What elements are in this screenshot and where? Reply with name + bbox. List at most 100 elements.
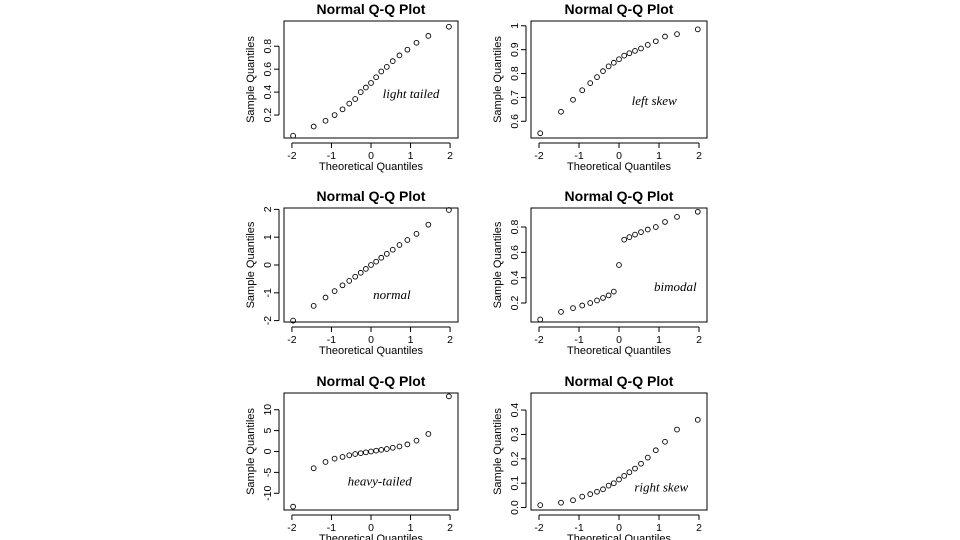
- data-point: [694, 26, 701, 33]
- data-point: [310, 465, 317, 472]
- data-point: [310, 303, 317, 309]
- data-point: [373, 258, 379, 265]
- data-point: [396, 52, 403, 59]
- data-point: [652, 447, 659, 454]
- data-point: [616, 262, 622, 268]
- y-tick-label: 2: [262, 206, 274, 212]
- x-tick-label: 1: [656, 150, 662, 162]
- data-point: [587, 300, 594, 306]
- plot-frame: [283, 207, 459, 323]
- data-point: [644, 454, 651, 461]
- y-tick-label: 0.4: [509, 403, 521, 418]
- data-point: [290, 132, 296, 139]
- y-tick-label: -10: [262, 486, 274, 501]
- data-point: [662, 219, 668, 225]
- distribution-annotation: bimodal: [654, 279, 697, 294]
- data-point: [570, 305, 576, 311]
- data-point: [425, 221, 432, 228]
- y-tick-label: 0: [262, 262, 274, 268]
- data-point: [404, 46, 411, 53]
- qq-panel-2: Normal Q-Q Plot -2 -1 0 1 2 Theoretical Quanti…: [492, 1, 708, 173]
- data-point: [331, 288, 338, 294]
- data-point: [621, 236, 628, 243]
- x-tick-label: 0: [368, 334, 374, 346]
- y-axis-title: Sample Quantiles: [492, 221, 504, 308]
- y-tick-label: 5: [262, 428, 274, 434]
- x-tick-label: 2: [696, 334, 702, 346]
- data-point: [322, 117, 329, 124]
- y-tick-label: 1: [509, 23, 521, 29]
- data-point: [446, 393, 452, 400]
- data-point: [389, 58, 396, 64]
- data-point: [331, 112, 338, 118]
- x-axis-title: Theoretical Quantiles: [567, 345, 671, 357]
- y-tick-label: -1: [262, 288, 274, 297]
- data-point: [310, 123, 317, 130]
- data-point: [357, 450, 364, 457]
- chart-title: Normal Q-Q Plot: [565, 188, 674, 204]
- data-point: [537, 502, 544, 508]
- y-tick-label: -5: [262, 468, 274, 477]
- data-point: [396, 443, 403, 450]
- x-tick-label: 2: [696, 522, 702, 534]
- data-point: [413, 437, 420, 444]
- data-point: [322, 459, 329, 465]
- data-point: [413, 39, 420, 46]
- y-tick-label: 0.1: [509, 476, 521, 491]
- x-tick-label: -2: [534, 334, 543, 346]
- data-point: [446, 23, 452, 30]
- data-point: [368, 262, 374, 268]
- data-point: [605, 63, 612, 70]
- data-point: [600, 295, 606, 301]
- data-point: [626, 234, 633, 240]
- data-point: [373, 447, 379, 454]
- plot-frame: [530, 20, 708, 139]
- data-point: [368, 448, 374, 455]
- data-point: [425, 33, 432, 39]
- data-point: [652, 38, 659, 45]
- data-point: [425, 431, 432, 437]
- x-tick-label: -2: [287, 334, 296, 346]
- y-tick-label: 0.8: [509, 66, 521, 81]
- y-tick-label: 0.4: [509, 270, 521, 285]
- data-point: [352, 273, 359, 280]
- data-point: [404, 237, 411, 243]
- data-point: [638, 229, 644, 235]
- data-point: [537, 316, 544, 323]
- data-point: [610, 59, 617, 66]
- data-point: [674, 214, 680, 220]
- chart-title: Normal Q-Q Plot: [317, 1, 426, 17]
- data-point: [632, 465, 638, 472]
- y-tick-label: 0.6: [262, 62, 274, 77]
- data-point: [638, 460, 644, 467]
- chart-title: Normal Q-Q Plot: [317, 373, 426, 389]
- data-point: [322, 294, 329, 301]
- data-point: [378, 446, 385, 453]
- data-point: [339, 106, 346, 113]
- x-tick-label: -1: [574, 522, 583, 534]
- distribution-annotation: heavy-tailed: [348, 473, 413, 488]
- data-point: [600, 68, 606, 74]
- y-tick-label: 0.6: [509, 245, 521, 260]
- plot-frame: [283, 20, 459, 139]
- x-tick-label: -2: [287, 522, 296, 534]
- data-point: [378, 68, 385, 75]
- x-tick-label: 2: [447, 334, 453, 346]
- data-point: [346, 277, 353, 284]
- data-point: [644, 42, 651, 48]
- data-point: [383, 64, 390, 70]
- chart-title: Normal Q-Q Plot: [317, 188, 426, 204]
- data-point: [579, 493, 586, 500]
- data-point: [363, 266, 369, 272]
- data-point: [413, 231, 420, 237]
- x-tick-label: -1: [327, 522, 336, 534]
- x-axis-title: Theoretical Quantiles: [319, 161, 423, 173]
- x-tick-label: -1: [574, 334, 583, 346]
- data-point: [662, 438, 668, 445]
- data-point: [616, 56, 622, 63]
- data-point: [632, 47, 638, 54]
- data-point: [290, 503, 296, 510]
- x-tick-label: 1: [656, 522, 662, 534]
